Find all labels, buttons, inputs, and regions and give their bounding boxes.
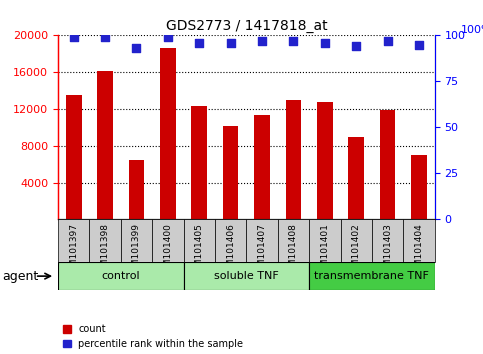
Text: GSM101405: GSM101405 bbox=[195, 223, 204, 278]
Bar bbox=[97, 71, 113, 219]
Bar bbox=[160, 48, 176, 219]
Text: GSM101397: GSM101397 bbox=[69, 223, 78, 278]
FancyBboxPatch shape bbox=[341, 219, 372, 262]
Bar bbox=[317, 102, 333, 219]
Bar bbox=[309, 262, 435, 290]
Text: GSM101401: GSM101401 bbox=[320, 223, 329, 278]
Text: GSM101400: GSM101400 bbox=[163, 223, 172, 278]
Point bbox=[353, 44, 360, 49]
FancyBboxPatch shape bbox=[278, 219, 309, 262]
Title: GDS2773 / 1417818_at: GDS2773 / 1417818_at bbox=[166, 19, 327, 33]
Bar bbox=[66, 95, 82, 219]
Legend: count, percentile rank within the sample: count, percentile rank within the sample bbox=[63, 324, 243, 349]
Point bbox=[164, 34, 172, 40]
Bar bbox=[191, 106, 207, 219]
Point bbox=[133, 45, 141, 51]
Bar bbox=[58, 262, 184, 290]
Point bbox=[321, 40, 328, 46]
Text: GSM101408: GSM101408 bbox=[289, 223, 298, 278]
Bar bbox=[285, 100, 301, 219]
Text: GSM101398: GSM101398 bbox=[100, 223, 110, 278]
Point bbox=[258, 38, 266, 44]
Bar bbox=[254, 115, 270, 219]
Point bbox=[195, 40, 203, 46]
FancyBboxPatch shape bbox=[403, 219, 435, 262]
Text: GSM101404: GSM101404 bbox=[414, 223, 424, 278]
Point bbox=[101, 34, 109, 40]
FancyBboxPatch shape bbox=[152, 219, 184, 262]
FancyBboxPatch shape bbox=[58, 219, 89, 262]
Text: transmembrane TNF: transmembrane TNF bbox=[314, 271, 429, 281]
Point bbox=[415, 42, 423, 47]
Bar bbox=[411, 155, 427, 219]
FancyBboxPatch shape bbox=[372, 219, 403, 262]
Text: GSM101403: GSM101403 bbox=[383, 223, 392, 278]
Text: 100%: 100% bbox=[461, 25, 483, 35]
FancyBboxPatch shape bbox=[89, 219, 121, 262]
Point bbox=[70, 34, 78, 40]
Bar bbox=[348, 137, 364, 219]
Text: GSM101402: GSM101402 bbox=[352, 223, 361, 278]
FancyBboxPatch shape bbox=[121, 219, 152, 262]
Bar bbox=[184, 262, 309, 290]
Text: control: control bbox=[101, 271, 140, 281]
Point bbox=[384, 38, 392, 44]
FancyBboxPatch shape bbox=[184, 219, 215, 262]
Text: GSM101399: GSM101399 bbox=[132, 223, 141, 278]
Text: soluble TNF: soluble TNF bbox=[214, 271, 279, 281]
Text: GSM101407: GSM101407 bbox=[257, 223, 267, 278]
FancyBboxPatch shape bbox=[215, 219, 246, 262]
Bar bbox=[128, 160, 144, 219]
FancyBboxPatch shape bbox=[309, 219, 341, 262]
Text: agent: agent bbox=[2, 270, 39, 282]
Point bbox=[290, 38, 298, 44]
Point bbox=[227, 40, 235, 46]
FancyBboxPatch shape bbox=[246, 219, 278, 262]
Text: GSM101406: GSM101406 bbox=[226, 223, 235, 278]
Bar bbox=[223, 126, 239, 219]
Bar bbox=[380, 110, 396, 219]
